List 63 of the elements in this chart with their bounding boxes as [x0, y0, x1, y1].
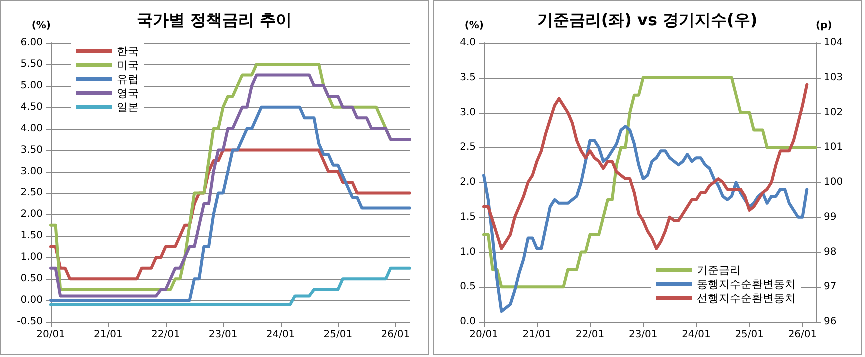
x-tick-label: 26/01	[788, 330, 818, 340]
chart-title: 기준금리(좌) vs 경기지수(우)	[537, 10, 758, 30]
x-tick-label: 20/01	[36, 330, 66, 340]
y-tick-label: 0.00	[20, 295, 43, 306]
y-tick-label: 2.00	[20, 209, 43, 220]
y2-tick-label: 100	[824, 177, 844, 188]
y2-tick-label: 103	[824, 72, 844, 84]
x-tick-label: 20/01	[470, 330, 498, 340]
legend-label: 미국	[117, 59, 139, 72]
y2-axis-title: (p)	[816, 20, 832, 32]
y-tick-label: 3.50	[20, 144, 43, 156]
y-tick-label: 1.50	[20, 230, 43, 242]
x-tick-label: 25/01	[324, 330, 353, 340]
y-tick-label: 5.50	[20, 58, 43, 70]
line-series	[482, 125, 809, 314]
y-tick-label: 6.00	[20, 38, 43, 48]
y-tick-label: 0.0	[460, 316, 476, 328]
y-tick-label: 5.00	[20, 80, 43, 92]
y-tick-label: 4.0	[460, 38, 476, 48]
y-tick-label: -0.50	[17, 316, 43, 328]
legend-label: 일본	[117, 101, 139, 114]
y2-tick-label: 99	[824, 212, 837, 223]
line-series	[482, 83, 809, 250]
legend-label: 한국	[117, 45, 139, 58]
x-tick-label: 24/01	[682, 330, 711, 340]
x-tick-label: 21/01	[94, 330, 123, 340]
y2-tick-label: 102	[824, 107, 844, 118]
x-tick-label: 23/01	[208, 330, 238, 340]
y-tick-label: 1.00	[20, 252, 43, 264]
x-tick-label: 22/01	[576, 330, 605, 340]
y-tick-label: 2.50	[20, 188, 43, 199]
x-tick-label: 26/01	[381, 330, 410, 340]
line-series	[50, 266, 412, 306]
y-axis-title: (%)	[32, 20, 51, 32]
y-tick-label: 0.50	[20, 274, 43, 285]
y-tick-label: 0.5	[460, 282, 476, 293]
x-tick-label: 23/01	[628, 330, 658, 340]
y-tick-label: 2.5	[460, 142, 476, 154]
x-tick-label: 22/01	[151, 330, 180, 340]
y2-tick-label: 101	[824, 142, 844, 154]
x-tick-label: 24/01	[266, 330, 296, 340]
legend-label: 영국	[117, 87, 139, 100]
line-series	[482, 76, 818, 289]
legend-label: 선행지수순환변동치	[697, 292, 796, 305]
legend-label: 동행지수순환변동치	[697, 278, 796, 291]
y2-tick-label: 98	[824, 246, 837, 258]
x-tick-label: 21/01	[522, 330, 552, 340]
x-tick-label: 25/01	[735, 330, 764, 340]
legend-label: 기준금리	[697, 264, 741, 277]
y2-tick-label: 97	[824, 282, 837, 293]
y-tick-label: 1.0	[460, 246, 476, 258]
legend-label: 유럽	[117, 73, 139, 86]
y-tick-label: 1.5	[460, 212, 476, 223]
y-axis-title: (%)	[464, 20, 484, 32]
y2-tick-label: 96	[824, 316, 837, 328]
y-tick-label: 3.00	[20, 166, 43, 178]
y-tick-label: 3.0	[460, 107, 476, 118]
y2-tick-label: 104	[824, 38, 844, 48]
y-tick-label: 4.00	[20, 123, 43, 134]
chart-title: 국가별 정책금리 추이	[136, 10, 292, 30]
y-tick-label: 3.5	[460, 72, 476, 84]
y-tick-label: 2.0	[460, 177, 476, 188]
y-tick-label: 4.50	[20, 102, 43, 113]
